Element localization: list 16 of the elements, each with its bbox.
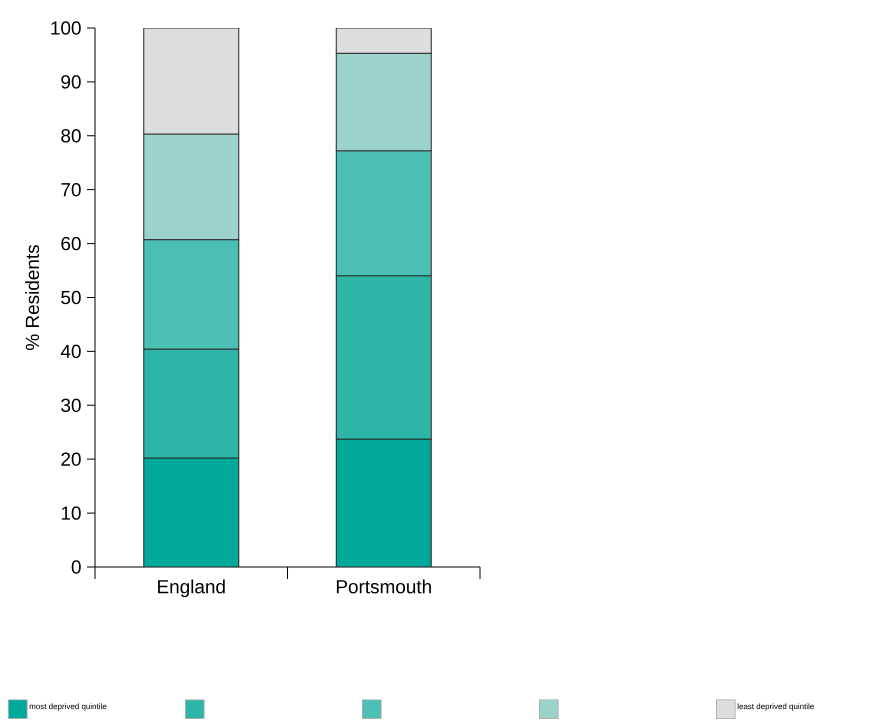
- y-tick-label: 90: [61, 75, 81, 89]
- y-tick-label: 60: [61, 236, 81, 250]
- y-axis-title: % Residents: [25, 245, 40, 350]
- x-tick-label: England: [158, 579, 225, 598]
- y-tick-label: 80: [61, 129, 81, 142]
- y-tick-label: 100: [51, 21, 81, 35]
- bar: [336, 438, 432, 567]
- x-tick-label: Portsmouth: [336, 579, 431, 594]
- y-tick-label: 10: [62, 506, 81, 520]
- bar: [143, 458, 240, 567]
- y-tick-label: 30: [61, 398, 81, 412]
- y-tick-label: 0: [72, 560, 81, 574]
- y-tick-label: 70: [61, 182, 81, 196]
- y-tick-label: 40: [60, 344, 81, 358]
- y-tick-label: 20: [61, 452, 81, 466]
- y-tick-label: 50: [61, 290, 81, 304]
